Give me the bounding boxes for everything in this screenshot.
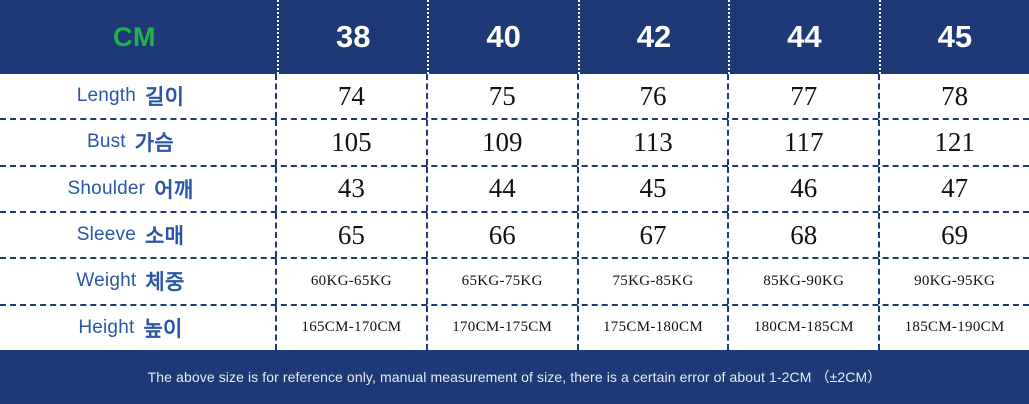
size-header-label: 45 xyxy=(937,19,973,54)
row-label-en: Sleeve xyxy=(76,224,137,246)
disclaimer-note: The above size is for reference only, ma… xyxy=(0,350,1029,404)
cell-bust-42: 113 xyxy=(579,120,730,165)
cell-sleeve-40: 66 xyxy=(428,212,579,258)
row-label-ko: 어깨 xyxy=(154,177,194,202)
row-label-sleeve: Sleeve 소매 xyxy=(0,212,277,258)
cell-shoulder-38: 43 xyxy=(277,166,428,211)
cell-sleeve-45: 69 xyxy=(941,219,969,250)
size-header-cell-42: 42 xyxy=(577,0,728,74)
cell-weight-38: 60KG-65KG xyxy=(277,259,428,304)
cell-shoulder-40: 44 xyxy=(428,166,579,211)
cell-shoulder-45: 47 xyxy=(941,173,969,204)
cell-shoulder-42: 45 xyxy=(579,166,730,211)
table-row-weight: Weight 체중 60KG-65KG 65KG-75KG 75KG-85KG … xyxy=(0,259,1029,306)
table-row-length: Length 길이 74 75 76 77 78 xyxy=(0,74,1029,121)
size-header-label: 40 xyxy=(486,19,521,54)
cell-height-38: 165CM-170CM xyxy=(277,305,428,350)
row-label-height: Height 높이 xyxy=(0,305,277,350)
row-label-en: Shoulder xyxy=(67,177,146,199)
size-header-label: 38 xyxy=(335,19,371,54)
row-label-ko: 높이 xyxy=(143,316,183,341)
cell-length-40: 75 xyxy=(428,74,579,119)
row-label-en: Height xyxy=(78,316,135,338)
cell-weight-45: 90KG-95KG xyxy=(914,272,996,289)
table-row-bust: Bust 가슴 105 109 113 117 121 xyxy=(0,120,1029,167)
size-header-cell-45: 45 xyxy=(878,0,1029,74)
size-header-cell-38: 38 xyxy=(277,0,427,74)
unit-header-cell: CM xyxy=(0,0,277,74)
cell-height-44: 180CM-185CM xyxy=(729,305,881,350)
row-label-ko: 가슴 xyxy=(134,131,175,156)
cell-bust-40: 109 xyxy=(428,120,579,165)
row-label-ko: 소매 xyxy=(145,224,185,249)
cell-weight-40: 65KG-75KG xyxy=(428,259,579,304)
cell-weight-42: 75KG-85KG xyxy=(579,259,730,304)
table-row-height: Height 높이 165CM-170CM 170CM-175CM 175CM-… xyxy=(0,305,1029,350)
cell-bust-38: 105 xyxy=(277,120,428,165)
cell-length-45: 78 xyxy=(941,80,969,111)
cell-length-44: 77 xyxy=(729,74,881,119)
cell-weight-44: 85KG-90KG xyxy=(729,259,881,304)
cell-length-38: 74 xyxy=(277,74,428,119)
cell-bust-44: 117 xyxy=(729,120,881,165)
cell-bust-45: 121 xyxy=(934,126,975,157)
row-label-en: Bust xyxy=(86,131,126,153)
cell-sleeve-42: 67 xyxy=(579,212,730,258)
size-header-cell-44: 44 xyxy=(728,0,878,74)
row-label-bust: Bust 가슴 xyxy=(0,120,277,165)
row-label-ko: 체중 xyxy=(145,270,185,295)
row-label-en: Length xyxy=(76,85,137,107)
row-label-shoulder: Shoulder 어깨 xyxy=(0,166,277,211)
cell-shoulder-44: 46 xyxy=(729,166,881,211)
size-header-label: 42 xyxy=(636,19,672,54)
cell-height-40: 170CM-175CM xyxy=(428,305,579,350)
unit-label: CM xyxy=(113,21,156,52)
table-row-shoulder: Shoulder 어깨 43 44 45 46 47 xyxy=(0,166,1029,213)
cell-sleeve-38: 65 xyxy=(277,212,428,258)
size-header-cell-40: 40 xyxy=(427,0,577,74)
table-row-sleeve: Sleeve 소매 65 66 67 68 69 xyxy=(0,212,1029,260)
cell-height-42: 175CM-180CM xyxy=(579,305,730,350)
cell-length-42: 76 xyxy=(579,74,730,119)
row-label-length: Length 길이 xyxy=(0,74,277,119)
cell-height-45: 185CM-190CM xyxy=(904,319,1005,336)
row-label-ko: 길이 xyxy=(145,85,185,110)
row-label-weight: Weight 체중 xyxy=(0,259,277,304)
cell-sleeve-44: 68 xyxy=(729,212,881,258)
table-body: Length 길이 74 75 76 77 78 Bust 가슴 105 109… xyxy=(0,74,1029,350)
table-header-row: CM 38 40 42 44 45 xyxy=(0,0,1029,74)
row-label-en: Weight xyxy=(76,270,137,292)
size-header-label: 44 xyxy=(787,19,822,54)
